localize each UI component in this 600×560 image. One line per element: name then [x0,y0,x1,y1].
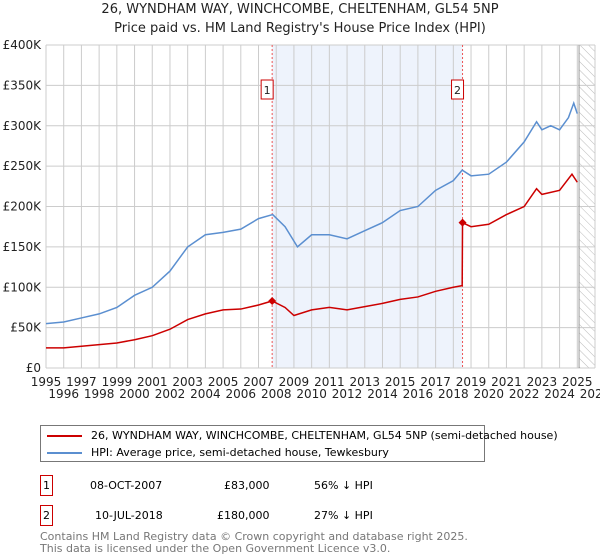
x-tick-label: 2014 [367,387,398,401]
series-line [45,100,579,325]
y-tick-label: £50K [10,321,42,335]
transaction-row: 2 10-JUL-2018 £180,000 27% ↓ HPI [40,505,440,526]
x-tick-label: 2007 [243,375,274,389]
sale-marker-label: 2 [454,84,461,97]
transaction-date: 10-JUL-2018 [95,509,163,522]
x-tick-label: 2009 [279,375,310,389]
x-tick-label: 2019 [456,375,487,389]
chart-title: 26, WYNDHAM WAY, WINCHCOMBE, CHELTENHAM,… [101,2,499,17]
x-tick-label: 2023 [527,375,558,389]
x-tick-label: 1997 [66,375,97,389]
x-tick-label: 1995 [31,375,62,389]
x-tick-label: 2002 [155,387,186,401]
x-tick-label: 2022 [509,387,540,401]
x-tick-label: 1999 [102,375,133,389]
footer-line2: This data is licensed under the Open Gov… [40,542,391,555]
x-tick-label: 2013 [350,375,381,389]
transaction-marker: 1 [40,475,53,496]
x-tick-label: 2005 [208,375,239,389]
y-tick-label: £250K [3,159,43,173]
x-tick-label: 2000 [119,387,150,401]
legend-red-line [47,434,82,437]
transaction-diff: 27% ↓ HPI [314,509,373,522]
sale-marker-box [451,79,465,100]
y-tick-label: £400K [3,38,43,52]
x-tick-label: 2020 [473,387,504,401]
legend-blue-line [47,451,82,454]
sale-point [268,296,277,305]
price-chart: 1995199619971998199920002001200220032004… [3,38,600,401]
y-tick-label: £300K [3,119,43,133]
x-tick-label: 2015 [385,375,416,389]
x-tick-label: 2018 [438,387,469,401]
sale-point [458,218,467,227]
footer-line1: Contains HM Land Registry data © Crown c… [40,530,468,543]
x-tick-label: 1996 [48,387,79,401]
x-tick-label: 2008 [261,387,292,401]
footer: Contains HM Land Registry data © Crown c… [40,531,468,555]
x-tick-label: 2017 [420,375,451,389]
x-tick-label: 2016 [403,387,434,401]
sale-marker-box [260,79,274,100]
x-tick-label: 2026 [580,387,600,401]
x-tick-label: 2004 [190,387,221,401]
x-tick-label: 2010 [296,387,327,401]
x-tick-label: 2003 [172,375,203,389]
legend-hpi: HPI: Average price, semi-detached house,… [91,446,389,459]
chart-subtitle: Price paid vs. HM Land Registry's House … [114,21,486,36]
transaction-marker: 2 [40,505,53,526]
sale-marker-label: 1 [264,84,271,97]
transaction-date: 08-OCT-2007 [90,479,163,492]
transaction-diff: 56% ↓ HPI [314,479,373,492]
y-tick-label: £150K [3,240,43,254]
legend-property: 26, WYNDHAM WAY, WINCHCOMBE, CHELTENHAM,… [91,429,558,442]
series-line [46,172,578,349]
x-tick-label: 2012 [332,387,363,401]
transaction-row: 1 08-OCT-2007 £83,000 56% ↓ HPI [40,475,440,496]
transaction-price: £180,000 [217,509,270,522]
y-tick-label: £100K [3,280,43,294]
transaction-price: £83,000 [224,479,270,492]
y-tick-label: £0 [26,361,41,375]
x-tick-label: 2021 [491,375,522,389]
x-tick-label: 2011 [314,375,345,389]
x-tick-label: 1998 [84,387,115,401]
legend: 26, WYNDHAM WAY, WINCHCOMBE, CHELTENHAM,… [40,425,558,462]
x-tick-label: 2006 [226,387,257,401]
x-tick-label: 2001 [137,375,168,389]
x-tick-label: 2025 [562,375,593,389]
y-tick-label: £200K [3,200,43,214]
y-tick-label: £350K [3,78,43,92]
x-tick-label: 2024 [544,387,575,401]
